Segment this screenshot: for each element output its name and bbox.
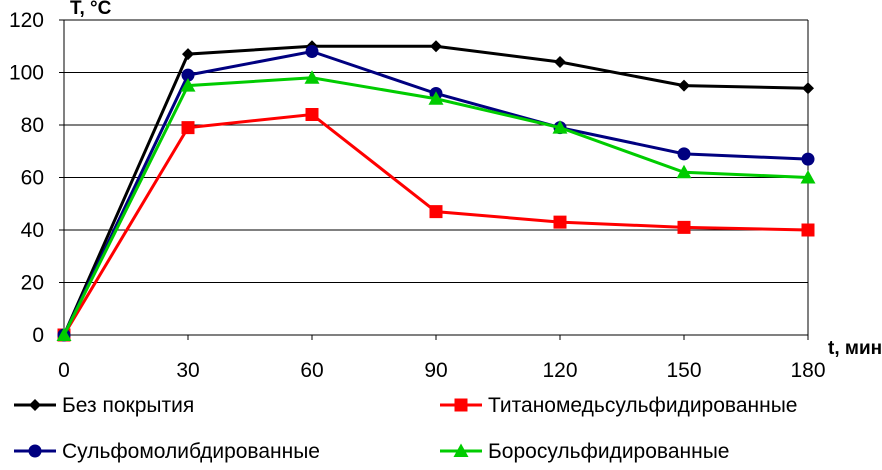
y-tick-label: 20 (21, 272, 44, 295)
x-tick-labels: 0 30 60 90 120 150 180 (58, 335, 826, 382)
y-tick-labels: 0 20 40 60 80 100 120 (9, 9, 64, 347)
marker-triangle (552, 120, 568, 134)
series-line (62, 112, 809, 336)
marker-square (553, 215, 567, 229)
legend-item: Боросульфидированные (440, 440, 729, 463)
marker-triangle (428, 91, 444, 105)
legend-item: Титаномедьсульфидированные (440, 394, 797, 417)
marker-triangle (180, 78, 196, 92)
x-tick-label: 150 (666, 359, 701, 382)
y-tick-label: 80 (21, 114, 44, 137)
y-tick-label: 100 (9, 62, 44, 85)
legend-label: Без покрытия (62, 394, 194, 417)
marker-square (454, 398, 468, 412)
x-tick-label: 60 (300, 359, 323, 382)
marker-square (801, 223, 815, 237)
marker-diamond (554, 56, 566, 68)
marker-circle (677, 147, 691, 161)
x-tick-label: 180 (790, 359, 825, 382)
marker-diamond (182, 48, 194, 61)
marker-diamond (678, 79, 690, 92)
marker-diamond (29, 399, 41, 411)
y-tick-label: 60 (21, 167, 44, 190)
legend-label: Сульфомолибдированные (62, 440, 320, 463)
marker-circle (305, 45, 319, 58)
marker-triangle (800, 170, 816, 184)
x-tick-label: 30 (176, 359, 199, 382)
marker-circle (181, 68, 195, 82)
marker-square (677, 220, 691, 234)
marker-diamond (430, 40, 442, 53)
series (56, 70, 816, 341)
legend-item: Сульфомолибдированные (14, 440, 320, 463)
marker-square (181, 121, 195, 135)
marker-triangle (453, 443, 469, 457)
data-series (56, 40, 816, 342)
marker-triangle (304, 70, 320, 84)
x-tick-label: 0 (58, 359, 70, 382)
legend-item: Без покрытия (14, 394, 194, 417)
series (58, 40, 814, 341)
marker-square (429, 205, 443, 219)
y-axis-label: T, °C (70, 0, 112, 19)
marker-circle (801, 152, 815, 166)
x-tick-label: 120 (542, 359, 577, 382)
x-tick-label: 90 (424, 359, 447, 382)
legend: Без покрытия Титаномедьсульфидированные Су… (14, 394, 797, 463)
y-tick-label: 40 (21, 219, 44, 242)
series (57, 108, 815, 342)
y-tick-label: 0 (32, 324, 44, 347)
marker-circle (28, 444, 42, 458)
marker-triangle (56, 327, 72, 341)
marker-square (305, 108, 319, 121)
x-axis-label: t, мин. (828, 338, 882, 359)
legend-label: Титаномедьсульфидированные (488, 394, 797, 417)
legend-label: Боросульфидированные (488, 440, 729, 463)
marker-triangle (676, 164, 692, 179)
y-tick-label: 120 (9, 9, 44, 32)
marker-diamond (802, 82, 814, 95)
